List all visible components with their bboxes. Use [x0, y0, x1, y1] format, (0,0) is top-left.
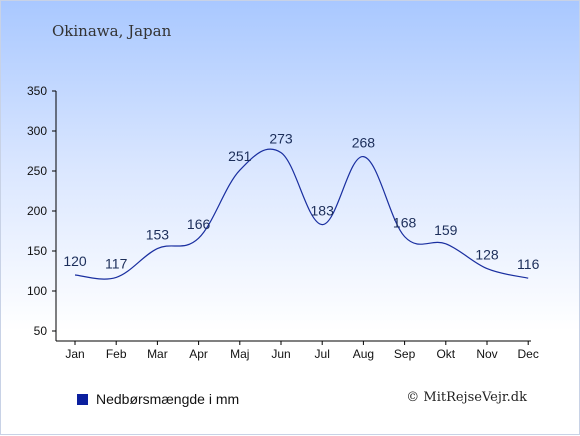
data-label: 159	[434, 222, 458, 238]
x-tick-label: Maj	[230, 347, 249, 361]
y-tick-label: 250	[27, 164, 47, 178]
x-tick-label: Dec	[518, 347, 539, 361]
x-tick-label: Feb	[106, 347, 127, 361]
legend-label: Nedbørsmængde i mm	[96, 391, 240, 407]
data-label: 117	[105, 255, 128, 271]
chart-title: Okinawa, Japan	[52, 22, 172, 40]
y-tick-label: 300	[27, 124, 47, 138]
y-axis-ticks: 50 100 150 200 250 300 350	[27, 84, 56, 338]
x-tick-label: Apr	[189, 347, 208, 361]
data-label: 273	[269, 131, 293, 147]
x-tick-label: Nov	[476, 347, 497, 361]
y-tick-label: 200	[27, 204, 47, 218]
x-tick-label: Okt	[436, 347, 455, 361]
data-label: 168	[393, 215, 417, 231]
data-labels: 120 117 153 166 251 273 183 268 168 159 128 116	[63, 131, 539, 273]
x-tick-label: Aug	[353, 347, 374, 361]
y-tick-label: 350	[27, 84, 47, 98]
data-label: 183	[311, 203, 335, 219]
x-tick-label: Jan	[65, 347, 84, 361]
legend: Nedbørsmængde i mm	[77, 391, 239, 407]
x-tick-label: Sep	[394, 347, 416, 361]
x-tick-label: Mar	[147, 347, 168, 361]
data-label: 128	[475, 247, 499, 263]
data-label: 116	[517, 256, 540, 272]
precipitation-line	[74, 148, 529, 280]
y-tick-label: 50	[34, 324, 48, 338]
data-label: 268	[352, 135, 376, 151]
x-axis-ticks: Jan Feb Mar Apr Maj Jun Jul Aug Sep Okt Nov Dec	[65, 341, 539, 361]
copyright-notice: © MitRejseVejr.dk	[406, 390, 527, 405]
x-tick-label: Jun	[271, 347, 290, 361]
y-tick-label: 150	[27, 244, 47, 258]
x-tick-label: Jul	[315, 347, 330, 361]
data-label: 153	[146, 227, 170, 243]
data-label: 120	[63, 253, 87, 269]
data-label: 251	[228, 148, 252, 164]
data-label: 166	[187, 216, 211, 232]
legend-swatch	[77, 393, 88, 405]
y-tick-label: 100	[27, 284, 47, 298]
